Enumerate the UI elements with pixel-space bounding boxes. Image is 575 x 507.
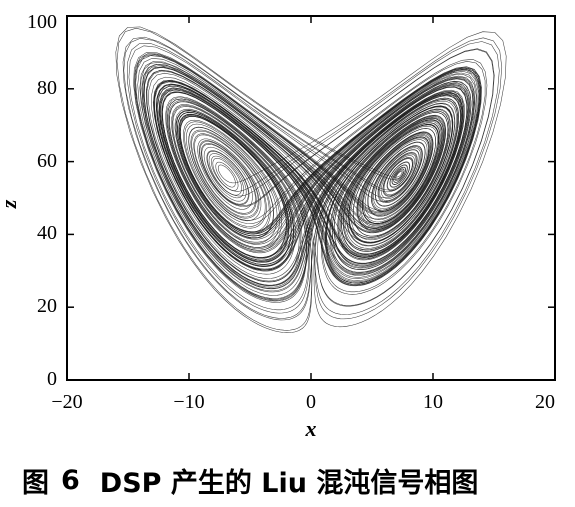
x-tick-label: 10 — [423, 391, 443, 413]
x-axis-label: x — [305, 416, 317, 440]
trajectory-segment — [145, 66, 482, 287]
attractor-trajectory — [115, 26, 507, 333]
phase-portrait-chart: 0 20 40 60 80 100 −20 −10 0 10 20 x z — [0, 11, 556, 440]
x-tick-label: −10 — [173, 391, 204, 413]
trajectory-segment — [123, 38, 495, 319]
trajectory-segment — [127, 43, 495, 314]
y-tick-label: 80 — [37, 77, 57, 99]
trajectory-segment — [133, 53, 488, 302]
y-axis-label: z — [0, 199, 21, 209]
trajectory-segment — [141, 31, 507, 328]
trajectory-segment — [159, 83, 470, 268]
figure-caption: 图 6 DSP 产生的 Liu 混沌信号相图 — [0, 458, 575, 502]
caption-figure-label: 图 — [22, 467, 49, 499]
y-tick-label: 20 — [37, 295, 57, 317]
trajectory-segment — [146, 67, 482, 286]
x-tick-label: −20 — [51, 391, 82, 413]
y-tick-label: 0 — [47, 368, 57, 390]
caption-figure-number: 6 — [61, 464, 80, 496]
caption-text: DSP 产生的 Liu 混沌信号相图 — [99, 467, 479, 499]
x-tick-label: 0 — [306, 391, 316, 413]
trajectory-segment — [144, 61, 486, 293]
trajectory-segment — [122, 36, 463, 321]
x-tick-label: 20 — [535, 391, 555, 413]
y-tick-label: 40 — [37, 222, 57, 244]
y-tick-label: 100 — [27, 11, 57, 33]
y-tick-label: 60 — [37, 150, 57, 172]
trajectory-segment — [143, 41, 500, 315]
tick-marks — [66, 15, 556, 381]
